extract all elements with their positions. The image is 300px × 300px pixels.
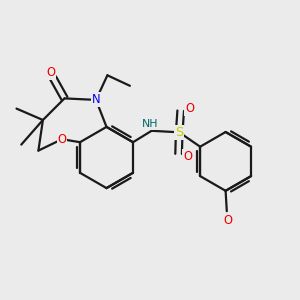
Text: O: O <box>224 214 233 227</box>
Text: S: S <box>175 126 183 139</box>
Text: O: O <box>46 66 55 79</box>
Text: NH: NH <box>142 119 158 129</box>
Text: O: O <box>185 102 194 115</box>
Text: O: O <box>183 150 192 163</box>
Text: O: O <box>58 133 67 146</box>
Text: N: N <box>92 93 100 106</box>
